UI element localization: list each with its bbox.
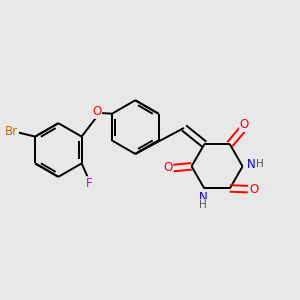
Text: O: O (240, 118, 249, 131)
Text: H: H (199, 200, 207, 210)
Text: N: N (248, 158, 256, 171)
Text: O: O (249, 183, 258, 196)
Text: F: F (85, 177, 92, 190)
Text: Br: Br (5, 124, 18, 137)
Text: N: N (199, 191, 207, 204)
Text: O: O (163, 161, 172, 175)
Text: H: H (256, 159, 263, 170)
Text: O: O (92, 105, 102, 118)
